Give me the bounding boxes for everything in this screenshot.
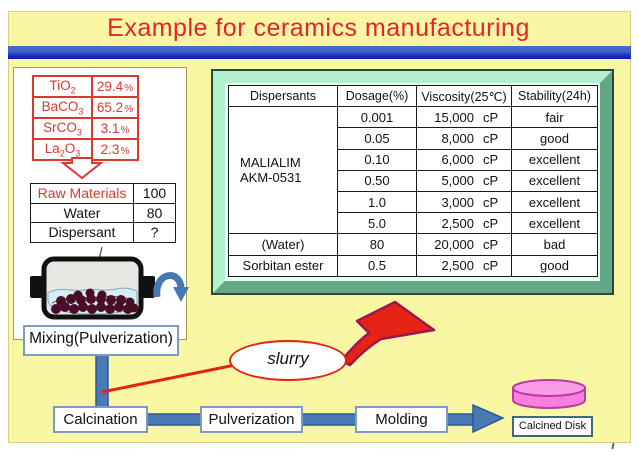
formula-cell: SrCO3 — [32, 117, 93, 140]
dosage-cell: 0.10 — [337, 148, 417, 171]
stability-cell: good — [511, 127, 598, 150]
composition-row: TiO2 29.4% — [32, 75, 139, 98]
table-row: 0.50 5,000 cP excellent — [229, 169, 598, 192]
table-row: 0.10 6,000 cP excellent — [229, 148, 598, 171]
percent-cell: 29.4% — [91, 75, 139, 98]
table-row: 0.05 8,000 cP good — [229, 127, 598, 150]
water-row: (Water) 80 20,000 cP bad — [228, 233, 598, 256]
viscosity-cell: 2,500 cP — [416, 212, 512, 235]
recipe-row: Water 80 — [30, 202, 176, 223]
raw-composition-table: TiO2 29.4% BaCO3 65.2% SrCO3 3.1% La2O3 … — [32, 75, 139, 161]
batch-recipe-table: Raw Materials 100 Water 80 Dispersant ? — [30, 183, 176, 243]
composition-row: SrCO3 3.1% — [32, 117, 139, 140]
viscosity-cell: 8,000 cP — [416, 127, 512, 150]
malialim-group-cell: MALIALIM AKM-0531 — [228, 106, 338, 235]
slide-title: Example for ceramics manufacturing — [107, 14, 530, 42]
table-row: 1.0 3,000 cP excellent — [229, 190, 598, 214]
page-tick-mark — [611, 442, 615, 450]
stability-cell: excellent — [511, 148, 598, 171]
dispersant-cell: Sorbitan ester — [228, 254, 338, 277]
col-header-stability: Stability(24h) — [511, 84, 598, 108]
stability-cell: good — [511, 254, 598, 277]
col-header-dosage: Dosage(%) — [337, 84, 417, 108]
percent-cell: 3.1% — [91, 117, 139, 140]
dispersant-table: Dispersants Dosage(%) Viscosity(25℃) Sta… — [228, 84, 598, 277]
recipe-row: Dispersant ? — [30, 222, 176, 243]
recipe-row: Raw Materials 100 — [30, 183, 176, 204]
viscosity-cell: 5,000 cP — [416, 169, 512, 192]
composition-row: BaCO3 65.2% — [32, 96, 139, 119]
mixing-step-label: Mixing(Pulverization) — [23, 325, 179, 356]
col-header-dispersants: Dispersants — [228, 84, 338, 108]
formula-cell: BaCO3 — [32, 96, 93, 119]
col-header-viscosity: Viscosity(25℃) — [416, 84, 512, 108]
table-row: MALIALIM AKM-0531 0.001 15,000 cP fair — [228, 106, 598, 235]
viscosity-cell: 15,000 cP — [416, 106, 512, 129]
stability-cell: bad — [511, 233, 598, 256]
dosage-cell: 0.50 — [337, 169, 417, 192]
stability-cell: excellent — [511, 212, 598, 235]
slurry-callout: slurry — [229, 340, 347, 381]
title-underline-bar — [8, 46, 631, 59]
formula-cell: TiO2 — [32, 75, 93, 98]
percent-cell: 2.3% — [91, 138, 139, 161]
viscosity-cell: 6,000 cP — [416, 148, 512, 171]
dosage-cell: 5.0 — [337, 212, 417, 235]
flow-step-molding: Molding — [355, 406, 448, 433]
flow-step-calcination: Calcination — [53, 406, 148, 433]
composition-row: La2O3 2.3% — [32, 138, 139, 161]
dosage-cell: 0.5 — [337, 254, 417, 277]
dosage-cell: 0.05 — [337, 127, 417, 150]
stability-cell: excellent — [511, 169, 598, 192]
viscosity-cell: 20,000 cP — [416, 233, 512, 256]
sorbitan-row: Sorbitan ester 0.5 2,500 cP good — [228, 254, 598, 277]
dosage-cell: 0.001 — [337, 106, 417, 129]
calcined-disk-label: Calcined Disk — [512, 416, 593, 437]
viscosity-cell: 3,000 cP — [416, 190, 512, 214]
stability-cell: fair — [511, 106, 598, 129]
viscosity-cell: 2,500 cP — [416, 254, 512, 277]
table-header-row: Dispersants Dosage(%) Viscosity(25℃) Sta… — [228, 84, 598, 108]
dosage-cell: 80 — [337, 233, 417, 256]
flow-step-pulverization: Pulverization — [200, 406, 303, 433]
dosage-cell: 1.0 — [337, 190, 417, 214]
dispersant-cell: (Water) — [228, 233, 338, 256]
stability-cell: excellent — [511, 190, 598, 214]
percent-cell: 65.2% — [91, 96, 139, 119]
formula-cell: La2O3 — [32, 138, 93, 161]
table-row: 5.0 2,500 cP excellent — [229, 212, 598, 235]
